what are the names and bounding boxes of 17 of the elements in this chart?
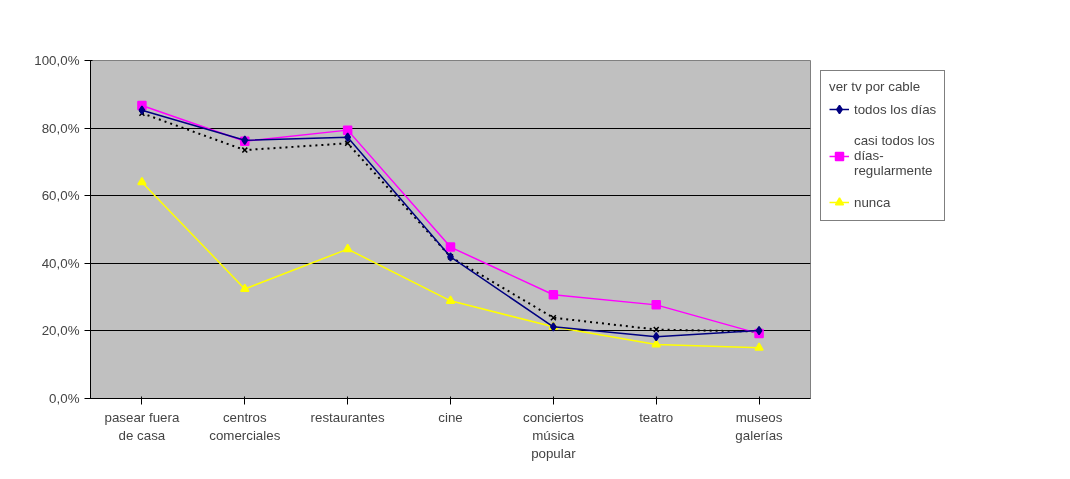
legend-label: casi todos los días-regularmente xyxy=(854,133,935,178)
x-tick-label: centros comerciales xyxy=(209,409,281,443)
y-tick-label: 40,0% xyxy=(41,255,80,271)
y-tick-label: 60,0% xyxy=(41,188,80,204)
legend-label: todos los días xyxy=(854,101,937,117)
legend-title: ver tv por cable xyxy=(829,79,922,94)
x-tick-label: restaurantes xyxy=(310,409,386,425)
x-tick-label: museos galerías xyxy=(735,409,784,443)
x-tick-label: cine xyxy=(438,409,463,425)
x-tick-label: conciertos música popular xyxy=(522,409,585,461)
y-tick-label: 100,0% xyxy=(34,53,80,68)
x-tick-label: pasear fuera de casa xyxy=(104,409,180,443)
y-tick-label: 0,0% xyxy=(49,391,80,406)
y-tick-label: 20,0% xyxy=(41,323,80,339)
x-tick-label: teatro xyxy=(639,409,674,425)
y-tick-label: 80,0% xyxy=(41,120,80,136)
legend-label: nunca xyxy=(854,194,891,210)
